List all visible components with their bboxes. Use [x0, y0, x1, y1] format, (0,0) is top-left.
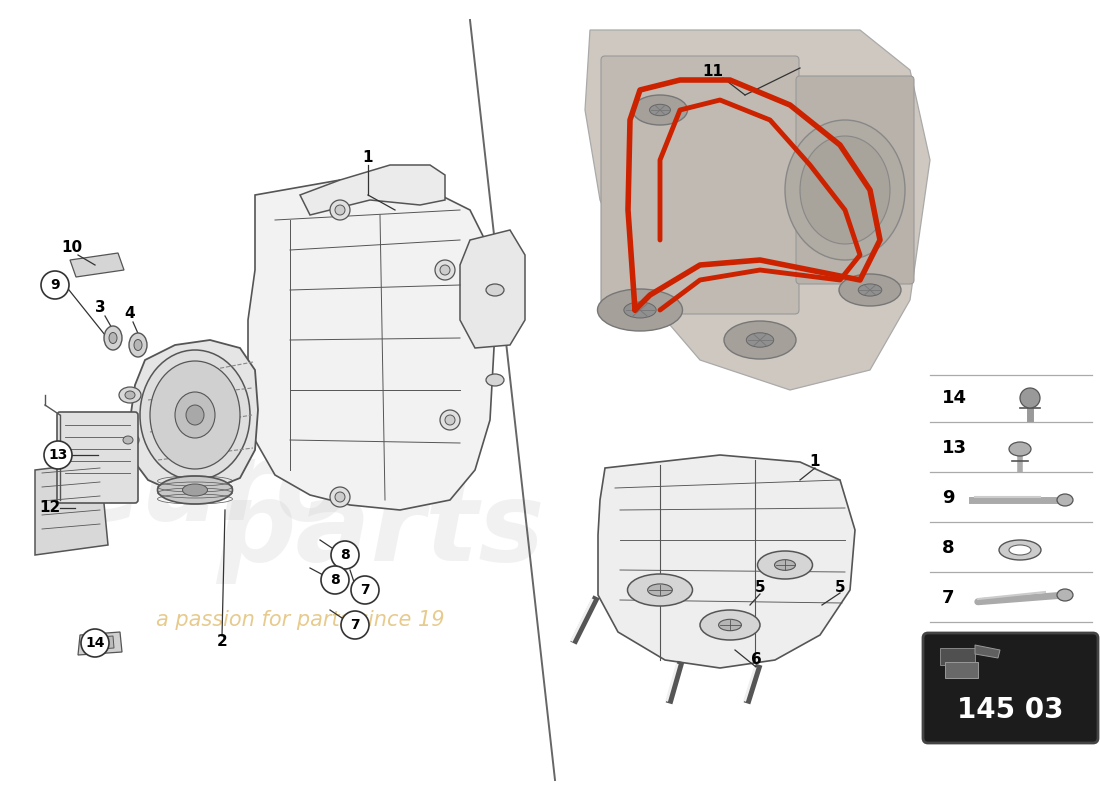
Ellipse shape — [1009, 442, 1031, 456]
Text: 6: 6 — [750, 653, 761, 667]
Ellipse shape — [183, 484, 208, 496]
Ellipse shape — [157, 476, 232, 504]
Ellipse shape — [718, 619, 741, 630]
Polygon shape — [86, 636, 114, 650]
Text: 8: 8 — [340, 548, 350, 562]
Ellipse shape — [119, 387, 141, 403]
Ellipse shape — [648, 584, 672, 596]
Text: 1: 1 — [363, 150, 373, 166]
Text: 1: 1 — [810, 454, 821, 470]
Circle shape — [336, 205, 345, 215]
Text: 8: 8 — [942, 539, 955, 557]
Ellipse shape — [649, 104, 671, 116]
Circle shape — [434, 260, 455, 280]
Ellipse shape — [175, 392, 214, 438]
Text: 2: 2 — [217, 634, 228, 650]
Polygon shape — [460, 230, 525, 348]
Ellipse shape — [774, 560, 795, 570]
Text: 9: 9 — [51, 278, 59, 292]
FancyBboxPatch shape — [57, 412, 138, 503]
Text: 9: 9 — [942, 489, 955, 507]
Ellipse shape — [724, 321, 796, 359]
Text: 8: 8 — [330, 573, 340, 587]
Text: 11: 11 — [703, 65, 724, 79]
Ellipse shape — [104, 326, 122, 350]
Circle shape — [1020, 388, 1040, 408]
Ellipse shape — [123, 436, 133, 444]
Text: 14: 14 — [942, 389, 967, 407]
Circle shape — [440, 265, 450, 275]
Text: 7: 7 — [942, 589, 955, 607]
Ellipse shape — [129, 333, 147, 357]
Text: 12: 12 — [40, 501, 60, 515]
Ellipse shape — [858, 284, 882, 296]
Ellipse shape — [800, 136, 890, 244]
Ellipse shape — [140, 350, 250, 480]
Polygon shape — [975, 645, 1000, 658]
Ellipse shape — [1009, 545, 1031, 555]
Ellipse shape — [746, 333, 773, 347]
Circle shape — [351, 576, 380, 604]
FancyBboxPatch shape — [601, 56, 799, 314]
Text: 13: 13 — [942, 439, 967, 457]
Text: 7: 7 — [360, 583, 370, 597]
Ellipse shape — [486, 284, 504, 296]
Circle shape — [81, 629, 109, 657]
Ellipse shape — [109, 333, 117, 343]
Text: 10: 10 — [62, 241, 82, 255]
Polygon shape — [940, 648, 975, 665]
Circle shape — [44, 441, 72, 469]
Ellipse shape — [597, 289, 682, 331]
Text: parts: parts — [216, 477, 544, 583]
Circle shape — [321, 566, 349, 594]
Text: 5: 5 — [835, 581, 845, 595]
Text: 7: 7 — [350, 618, 360, 632]
Ellipse shape — [785, 120, 905, 260]
Text: 13: 13 — [48, 448, 68, 462]
Polygon shape — [300, 165, 446, 215]
Ellipse shape — [999, 540, 1041, 560]
Circle shape — [331, 541, 359, 569]
Ellipse shape — [624, 302, 656, 318]
Ellipse shape — [1057, 494, 1072, 506]
Text: 145 03: 145 03 — [957, 696, 1064, 724]
Polygon shape — [248, 180, 495, 510]
Ellipse shape — [627, 574, 693, 606]
Ellipse shape — [117, 432, 139, 448]
Polygon shape — [78, 632, 122, 655]
Circle shape — [41, 271, 69, 299]
Text: a passion for parts since 19: a passion for parts since 19 — [156, 610, 444, 630]
Circle shape — [330, 200, 350, 220]
Ellipse shape — [758, 551, 813, 579]
Text: 5: 5 — [755, 581, 766, 595]
Polygon shape — [35, 462, 108, 555]
Circle shape — [341, 611, 368, 639]
Polygon shape — [945, 662, 978, 678]
Circle shape — [440, 410, 460, 430]
FancyBboxPatch shape — [923, 633, 1098, 743]
FancyBboxPatch shape — [796, 76, 914, 284]
Text: 4: 4 — [124, 306, 135, 321]
Polygon shape — [598, 455, 855, 668]
Polygon shape — [130, 340, 258, 492]
Circle shape — [330, 487, 350, 507]
Polygon shape — [585, 30, 930, 390]
Text: euro: euro — [67, 437, 353, 543]
Ellipse shape — [1057, 589, 1072, 601]
Ellipse shape — [150, 361, 240, 469]
Text: 14: 14 — [86, 636, 104, 650]
Circle shape — [336, 492, 345, 502]
Polygon shape — [70, 253, 124, 277]
Circle shape — [446, 415, 455, 425]
Ellipse shape — [134, 339, 142, 350]
Text: 3: 3 — [95, 301, 106, 315]
Ellipse shape — [839, 274, 901, 306]
Ellipse shape — [632, 95, 688, 125]
Ellipse shape — [125, 391, 135, 399]
Ellipse shape — [186, 405, 204, 425]
Ellipse shape — [486, 374, 504, 386]
Ellipse shape — [700, 610, 760, 640]
